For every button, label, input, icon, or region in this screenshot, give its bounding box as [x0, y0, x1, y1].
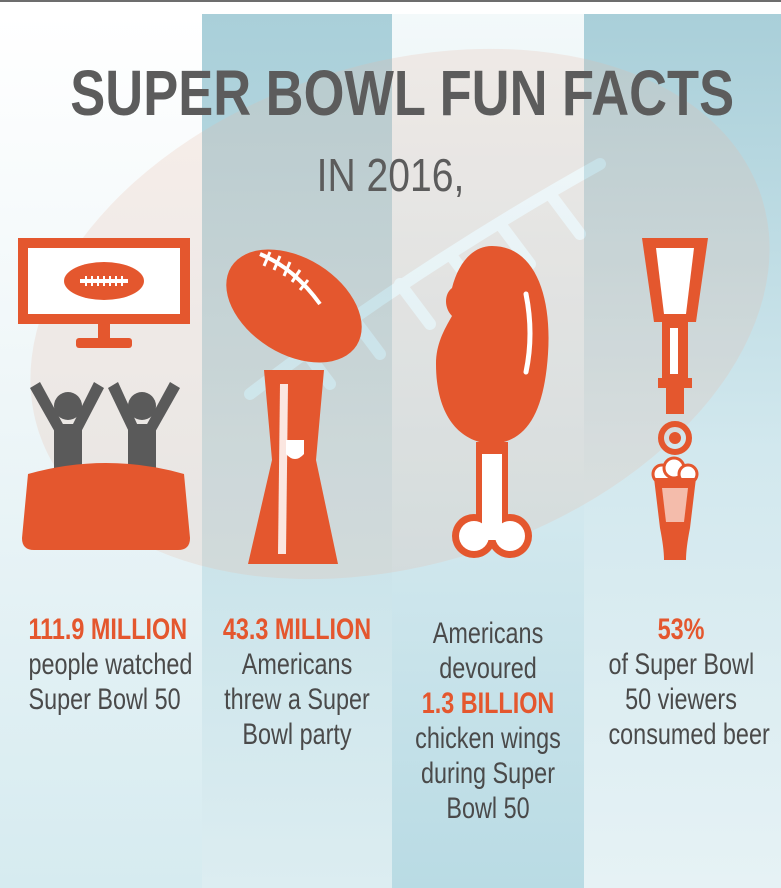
chicken-wing-icon	[436, 246, 549, 558]
fact-wings-line: Americans	[432, 617, 544, 650]
fact-viewers-line: people watched	[28, 648, 193, 681]
background-stripe-1	[0, 14, 202, 888]
fact-parties-line: Americans	[241, 648, 353, 681]
fact-beer-line: 50 viewers	[625, 683, 737, 716]
page-title: SUPER BOWL FUN FACTS	[70, 57, 735, 129]
fact-parties-line: threw a Super	[224, 683, 370, 716]
fact-parties: 43.3 MILLION Americans threw a Super Bow…	[200, 612, 394, 752]
fact-wings-stat: 1.3 BILLION	[421, 687, 555, 720]
fact-viewers: 111.9 MILLION people watched Super Bowl …	[8, 612, 194, 717]
fact-viewers-stat: 111.9 MILLION	[28, 613, 188, 646]
fact-beer-line: of Super Bowl	[608, 648, 755, 681]
fact-wings-line: during Super	[420, 757, 555, 790]
fact-parties-stat: 43.3 MILLION	[222, 613, 372, 646]
fact-wings-line: devoured	[439, 652, 537, 685]
fact-wings-line: Bowl 50	[446, 792, 530, 825]
background-football-icon	[30, 48, 770, 580]
fact-viewers-line: Super Bowl 50	[28, 683, 181, 716]
beer-tap-glass-icon	[642, 238, 708, 560]
fact-beer-stat: 53%	[657, 613, 705, 646]
top-rule	[0, 0, 781, 2]
page-subtitle: IN 2016,	[316, 149, 465, 201]
fact-beer: 53% of Super Bowl 50 viewers consumed be…	[588, 612, 774, 752]
fact-wings-line: chicken wings	[415, 722, 561, 755]
trophy-football-icon	[226, 249, 362, 564]
fact-beer-line: consumed beer	[608, 718, 770, 751]
fact-parties-line: Bowl party	[242, 718, 352, 751]
tv-fans-couch-icon	[18, 238, 190, 550]
fact-wings: Americans devoured 1.3 BILLION chicken w…	[392, 616, 584, 826]
